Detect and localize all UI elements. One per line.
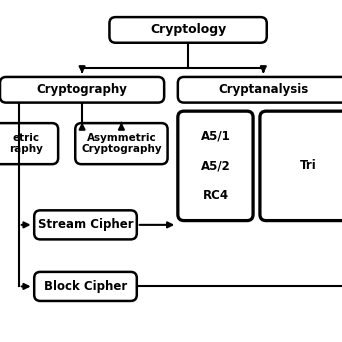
Text: Stream Cipher: Stream Cipher bbox=[38, 218, 133, 232]
FancyBboxPatch shape bbox=[75, 123, 168, 164]
Text: Tri: Tri bbox=[300, 159, 316, 172]
FancyBboxPatch shape bbox=[178, 77, 342, 103]
FancyBboxPatch shape bbox=[0, 123, 58, 164]
FancyBboxPatch shape bbox=[0, 77, 164, 103]
Text: Cryptology: Cryptology bbox=[150, 23, 226, 37]
FancyBboxPatch shape bbox=[109, 17, 267, 43]
Text: etric
raphy: etric raphy bbox=[9, 133, 43, 155]
Text: Cryptanalysis: Cryptanalysis bbox=[218, 83, 308, 96]
Text: Asymmetric
Cryptography: Asymmetric Cryptography bbox=[81, 133, 162, 155]
FancyBboxPatch shape bbox=[260, 111, 342, 221]
FancyBboxPatch shape bbox=[34, 272, 137, 301]
Text: Cryptography: Cryptography bbox=[37, 83, 128, 96]
Text: Block Cipher: Block Cipher bbox=[44, 280, 127, 293]
FancyBboxPatch shape bbox=[34, 210, 137, 239]
Text: A5/1

A5/2

RC4: A5/1 A5/2 RC4 bbox=[201, 129, 230, 202]
FancyBboxPatch shape bbox=[178, 111, 253, 221]
